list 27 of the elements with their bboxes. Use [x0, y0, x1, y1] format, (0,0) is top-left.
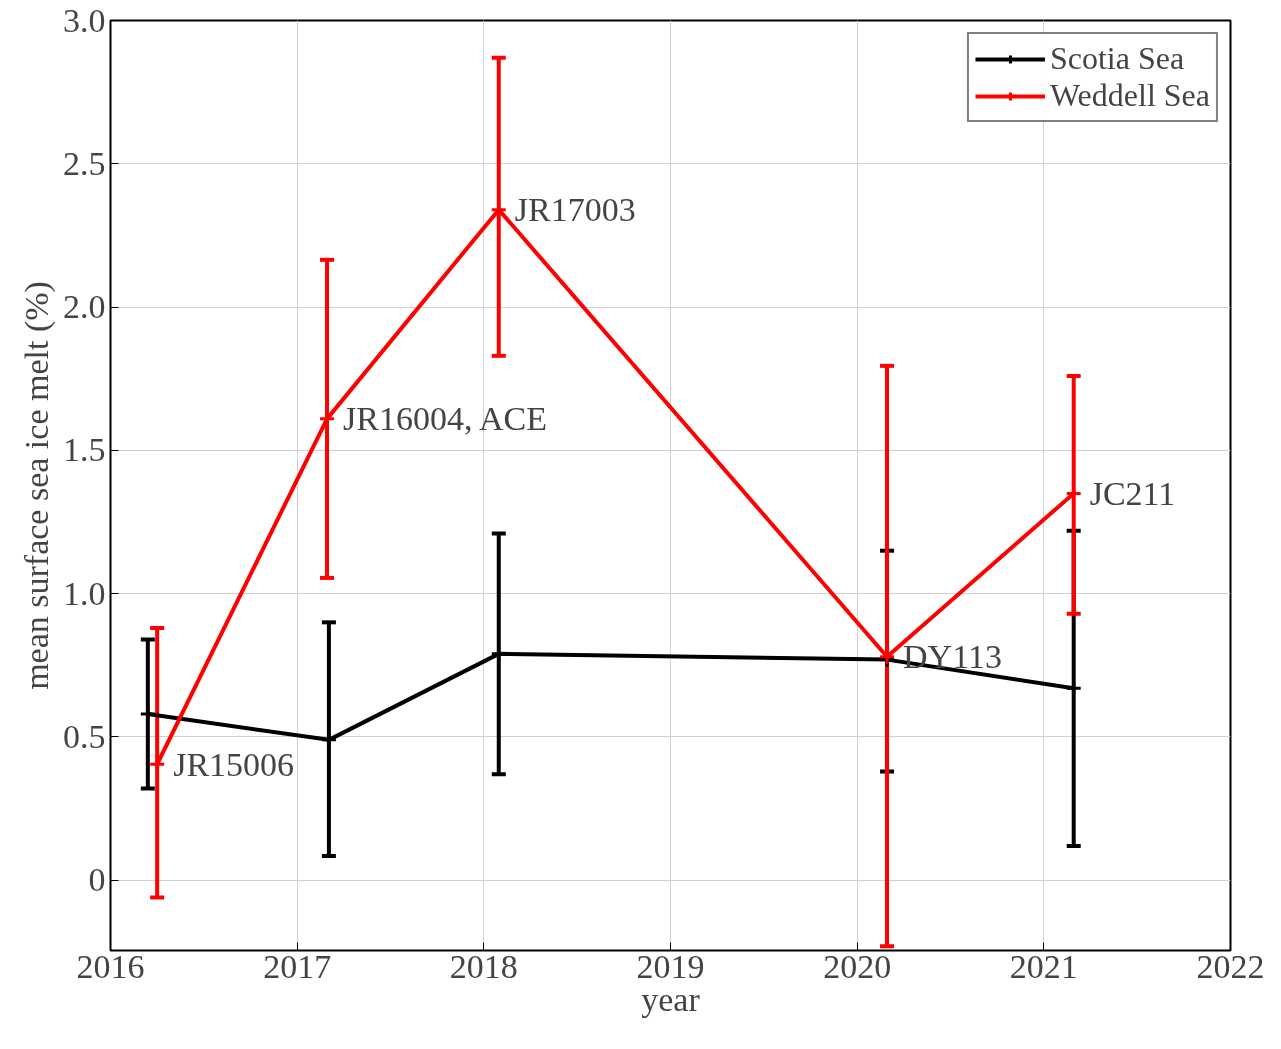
point: [1065, 679, 1083, 697]
annotation: JR17003: [514, 191, 636, 229]
x-tick-label: 2022: [1196, 947, 1265, 985]
y-tick-label: 1.5: [63, 431, 106, 469]
annotation: JR16004, ACE: [343, 400, 548, 438]
y-axis-title: mean surface sea ice melt (%): [18, 281, 56, 690]
point: [490, 201, 508, 219]
y-tick-label: 2.5: [63, 144, 106, 182]
x-tick-label: 2017: [263, 947, 332, 985]
y-tick-label: 3.0: [63, 1, 106, 39]
x-tick-label: 2018: [449, 947, 518, 985]
x-tick-label: 2020: [823, 947, 892, 985]
annotation: JR15006: [173, 745, 295, 783]
x-tick-label: 2021: [1009, 947, 1078, 985]
y-tick-label: 1.0: [63, 574, 106, 612]
point: [1065, 484, 1083, 502]
annotation: JC211: [1089, 474, 1176, 512]
legend-label: Weddell Sea: [1049, 77, 1210, 114]
x-tick-label: 2016: [76, 947, 145, 985]
legend-label: Scotia Sea: [1049, 40, 1185, 77]
point: [320, 731, 338, 749]
y-tick-label: 0.5: [63, 717, 106, 755]
point: [148, 755, 166, 773]
y-tick-label: 0: [88, 861, 106, 899]
annotation: DY113: [903, 638, 1002, 676]
y-tick-label: 2.0: [63, 288, 106, 326]
point: [139, 705, 157, 723]
